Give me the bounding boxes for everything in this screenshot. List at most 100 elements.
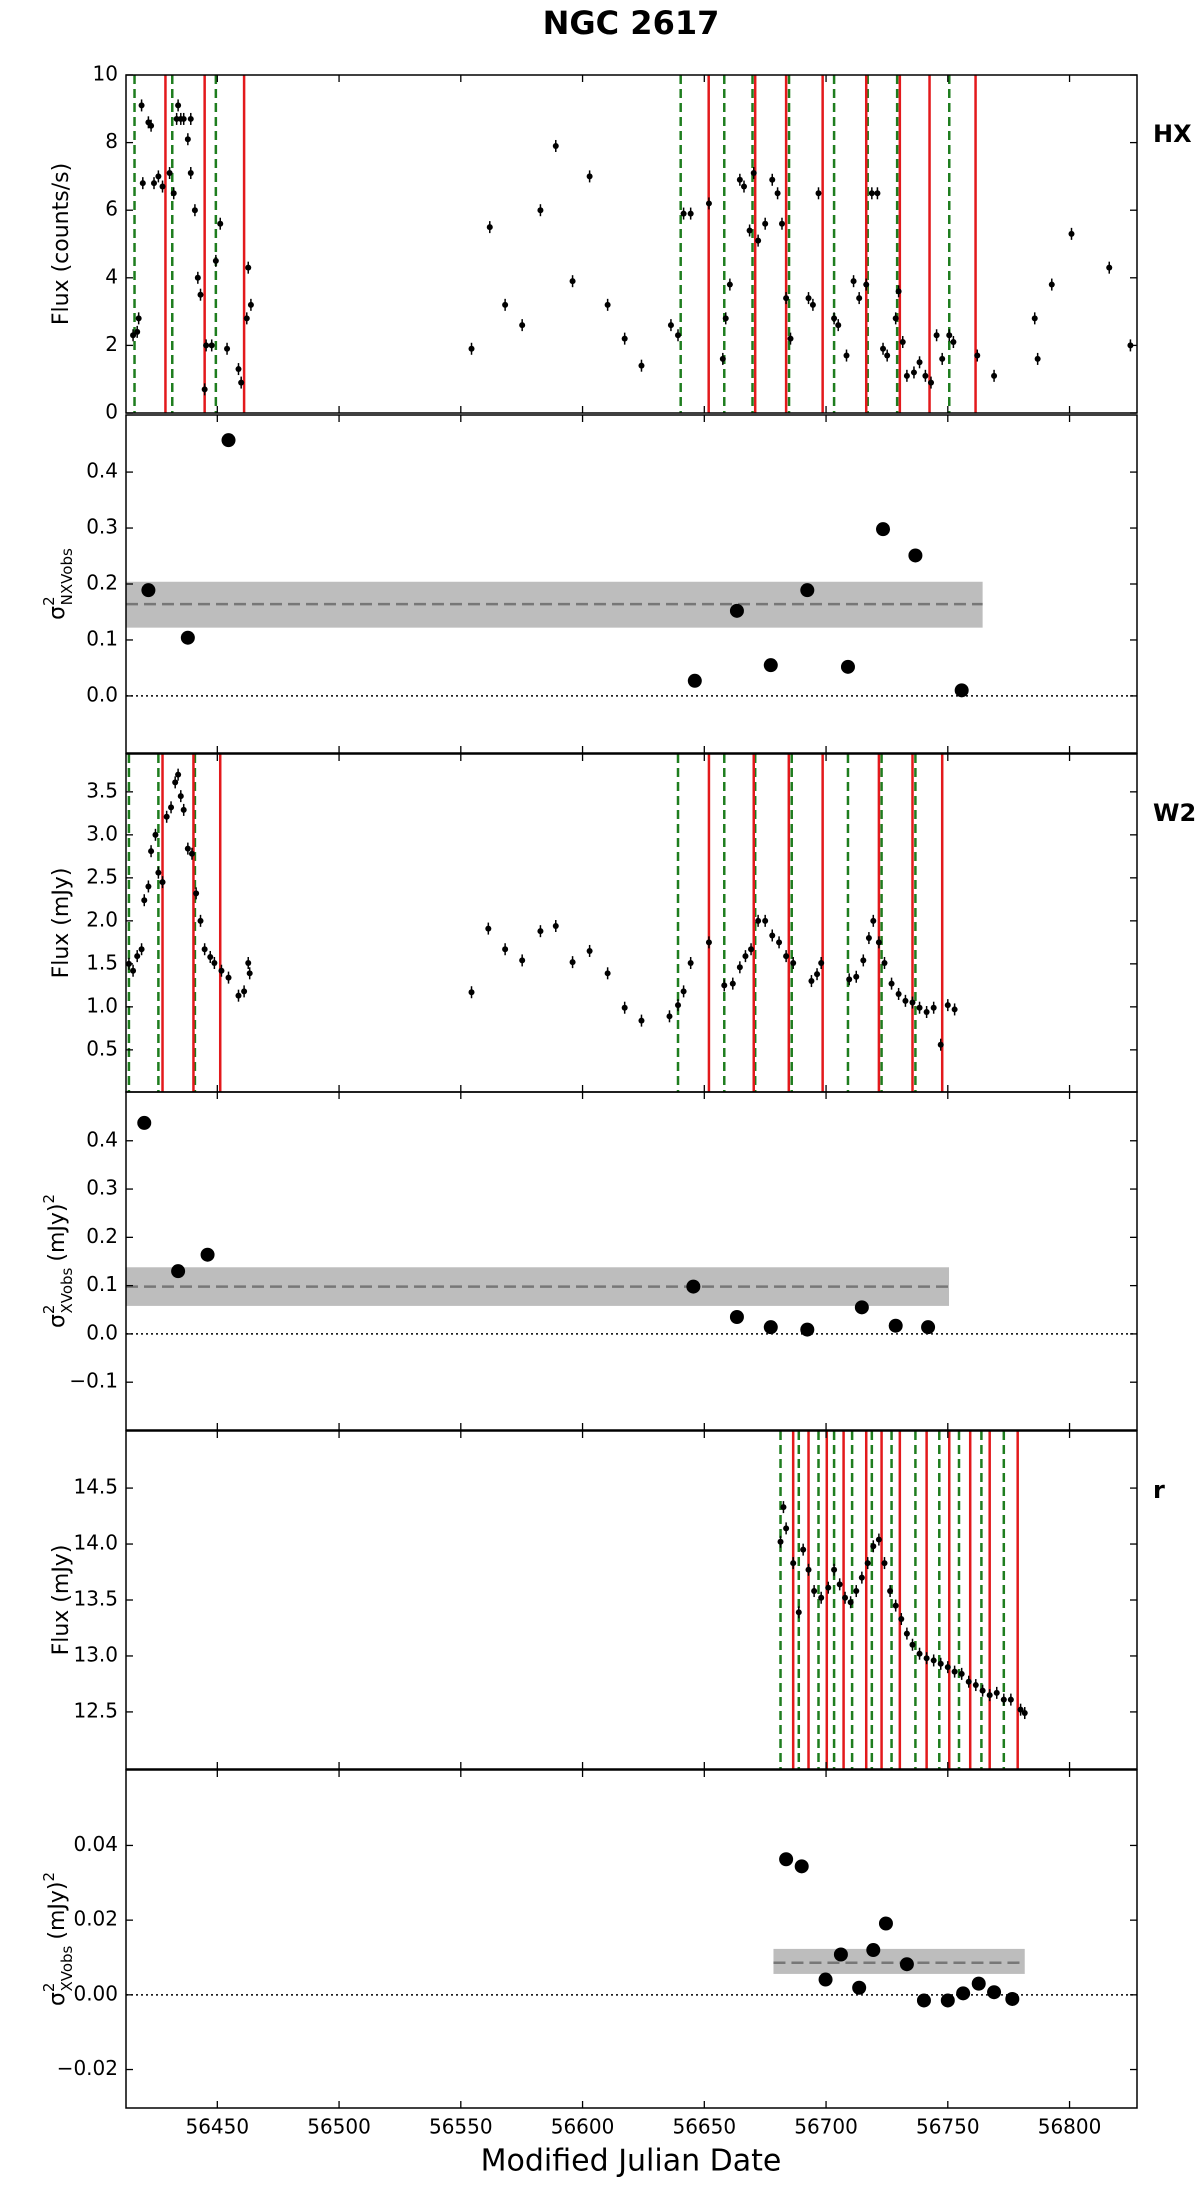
data-point <box>888 980 895 987</box>
data-point <box>1005 1991 1020 2006</box>
data-point <box>155 869 162 876</box>
data-point <box>928 379 935 386</box>
y-tick-label: 0.3 <box>86 515 118 539</box>
y-tick-label: 13.5 <box>73 1587 118 1611</box>
data-point <box>211 959 218 966</box>
data-point <box>180 630 195 645</box>
data-point <box>1068 230 1075 237</box>
data-point <box>201 386 208 393</box>
data-point <box>212 257 219 264</box>
data-point <box>141 583 156 598</box>
data-point <box>168 804 175 811</box>
data-point <box>170 190 177 197</box>
data-point <box>1031 315 1038 322</box>
data-point <box>818 1594 825 1601</box>
data-point <box>769 176 776 183</box>
y-tick-label: 0.0 <box>86 682 118 706</box>
data-point <box>762 917 769 924</box>
data-point <box>537 928 544 935</box>
data-point <box>833 1947 848 1962</box>
data-point <box>958 1670 965 1677</box>
data-point <box>794 1859 809 1874</box>
y-tick-label: 0 <box>105 400 118 424</box>
plot-frame <box>125 753 1138 1093</box>
data-point <box>729 603 744 618</box>
data-point <box>783 953 790 960</box>
y-label-sup: 2 <box>40 596 58 606</box>
data-point <box>853 973 860 980</box>
data-point <box>898 1616 905 1623</box>
data-point <box>923 1655 930 1662</box>
data-point <box>762 220 769 227</box>
data-point <box>790 1560 797 1567</box>
data-point <box>795 1609 802 1616</box>
data-point <box>145 883 152 890</box>
x-tick-label: 56600 <box>551 2115 615 2139</box>
data-point <box>235 366 242 373</box>
data-point <box>854 1300 869 1315</box>
data-point <box>856 295 863 302</box>
data-point <box>721 982 728 989</box>
y-label-unit: (mJy) <box>45 1204 70 1262</box>
data-point <box>835 322 842 329</box>
data-point <box>881 1560 888 1567</box>
data-point <box>865 935 872 942</box>
y-label-symbol: σ <box>45 1314 70 1328</box>
data-point <box>148 122 155 129</box>
x-tick-label: 56450 <box>185 2115 249 2139</box>
data-point <box>194 274 201 281</box>
data-point <box>502 301 509 308</box>
y-axis-label: σ2XVobs(mJy)2 <box>40 1194 76 1328</box>
data-point <box>888 1318 903 1333</box>
data-point <box>776 939 783 946</box>
y-tick-label: 4 <box>105 264 118 288</box>
y-tick-label: 13.0 <box>73 1642 118 1666</box>
data-point <box>843 352 850 359</box>
y-label-sub: XVobs <box>58 1267 76 1313</box>
data-point <box>621 1004 628 1011</box>
data-point <box>892 315 899 322</box>
data-point <box>800 1546 807 1553</box>
y-tick-label: 12.5 <box>73 1698 118 1722</box>
y-axis-label: Flux (mJy) <box>49 868 74 979</box>
data-point <box>1000 1696 1007 1703</box>
y-tick-label: 2 <box>105 332 118 356</box>
data-point <box>818 959 825 966</box>
data-point <box>748 946 755 953</box>
data-point <box>805 295 812 302</box>
data-point <box>916 1993 931 2008</box>
data-point <box>800 583 815 598</box>
data-point <box>680 988 687 995</box>
y-label-sub: NXVobs <box>58 548 76 605</box>
x-tick-label: 56500 <box>307 2115 371 2139</box>
data-point <box>201 946 208 953</box>
data-point <box>930 1004 937 1011</box>
data-point <box>569 278 576 285</box>
y-label-unit-sup: 2 <box>40 1872 58 1882</box>
data-point <box>141 897 148 904</box>
data-point <box>705 939 712 946</box>
data-point <box>950 339 957 346</box>
data-point <box>899 1957 914 1972</box>
y-label-unit-sup: 2 <box>40 1194 58 1204</box>
data-point <box>809 301 816 308</box>
data-point <box>722 315 729 322</box>
data-point <box>247 301 254 308</box>
y-tick-label: 0.2 <box>86 1224 118 1248</box>
y-tick-label: 10 <box>93 62 118 86</box>
data-point <box>740 183 747 190</box>
data-point <box>184 136 191 143</box>
data-point <box>902 997 909 1004</box>
data-point <box>175 771 182 778</box>
data-point <box>184 845 191 852</box>
data-point <box>621 335 628 342</box>
y-tick-label: 8 <box>105 129 118 153</box>
data-point <box>675 1002 682 1009</box>
data-point <box>866 1943 881 1958</box>
data-point <box>224 345 231 352</box>
data-point <box>847 1599 854 1606</box>
data-point <box>197 917 204 924</box>
data-point <box>537 207 544 214</box>
data-point <box>863 281 870 288</box>
data-point <box>750 170 757 177</box>
